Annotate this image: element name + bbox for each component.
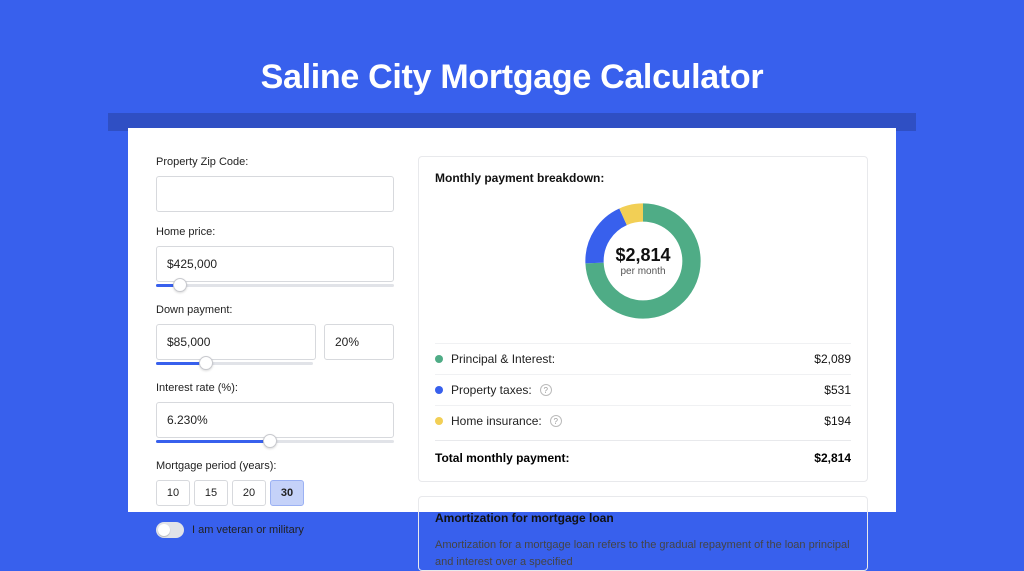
donut-center: $2,814 per month [579,197,707,325]
breakdown-title: Monthly payment breakdown: [435,171,851,185]
zip-field: Property Zip Code: [156,156,394,212]
toggle-knob [158,524,170,536]
legend-value: $194 [824,414,851,428]
mortgage-period-label: Mortgage period (years): [156,460,394,472]
veteran-label: I am veteran or military [192,524,304,536]
amortization-section: Amortization for mortgage loan Amortizat… [418,496,868,571]
down-payment-pct-input[interactable] [324,324,394,360]
legend-label: Home insurance: [451,414,542,428]
donut-amount: $2,814 [615,245,670,266]
down-payment-slider[interactable] [156,358,313,368]
legend-label: Principal & Interest: [451,352,555,366]
legend-row-principal: Principal & Interest: $2,089 [435,343,851,374]
legend-dot [435,417,443,425]
help-icon[interactable]: ? [540,384,552,396]
mortgage-period-field: Mortgage period (years): 10 15 20 30 [156,460,394,506]
slider-fill [156,440,270,443]
down-payment-label: Down payment: [156,304,394,316]
period-options: 10 15 20 30 [156,480,394,506]
legend-value: $2,089 [814,352,851,366]
interest-rate-field: Interest rate (%): [156,382,394,446]
legend-row-taxes: Property taxes: ? $531 [435,374,851,405]
period-option-30[interactable]: 30 [270,480,304,506]
slider-thumb[interactable] [173,278,187,292]
period-option-10[interactable]: 10 [156,480,190,506]
inputs-column: Property Zip Code: Home price: Down paym… [156,156,394,512]
home-price-label: Home price: [156,226,394,238]
total-value: $2,814 [814,451,851,465]
slider-thumb[interactable] [199,356,213,370]
zip-label: Property Zip Code: [156,156,394,168]
amortization-text: Amortization for a mortgage loan refers … [435,537,851,570]
down-payment-input[interactable] [156,324,316,360]
slider-track [156,284,394,287]
down-payment-field: Down payment: [156,304,394,368]
breakdown-column: Monthly payment breakdown: $2,814 per mo… [418,156,868,512]
veteran-toggle[interactable] [156,522,184,538]
amortization-title: Amortization for mortgage loan [435,511,851,525]
help-icon[interactable]: ? [550,415,562,427]
total-label: Total monthly payment: [435,451,569,465]
home-price-field: Home price: [156,226,394,290]
total-row: Total monthly payment: $2,814 [435,440,851,465]
breakdown-section: Monthly payment breakdown: $2,814 per mo… [418,156,868,482]
zip-input[interactable] [156,176,394,212]
legend-value: $531 [824,383,851,397]
legend-dot [435,386,443,394]
interest-rate-slider[interactable] [156,436,394,446]
home-price-slider[interactable] [156,280,394,290]
veteran-row: I am veteran or military [156,522,394,538]
legend-dot [435,355,443,363]
slider-thumb[interactable] [263,434,277,448]
calculator-panel: Property Zip Code: Home price: Down paym… [128,128,896,512]
interest-rate-input[interactable] [156,402,394,438]
interest-rate-label: Interest rate (%): [156,382,394,394]
legend-label: Property taxes: [451,383,532,397]
home-price-input[interactable] [156,246,394,282]
period-option-20[interactable]: 20 [232,480,266,506]
donut-chart: $2,814 per month [435,197,851,325]
donut-sublabel: per month [620,266,665,277]
period-option-15[interactable]: 15 [194,480,228,506]
page-title: Saline City Mortgage Calculator [0,0,1024,121]
legend-row-insurance: Home insurance: ? $194 [435,405,851,436]
